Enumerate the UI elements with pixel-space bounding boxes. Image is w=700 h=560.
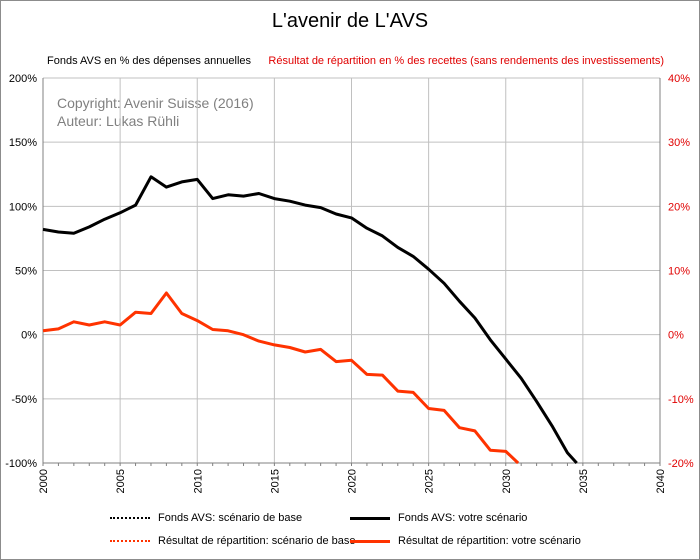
legend-swatch <box>350 539 390 543</box>
series-line-3 <box>42 291 520 465</box>
x-tick-label: 2030 <box>501 469 513 493</box>
y-tick-label-left: 50% <box>15 266 37 278</box>
x-tick-label: 2015 <box>269 469 281 493</box>
x-tick-label: 2020 <box>347 469 359 493</box>
y-tick-label-left: 200% <box>9 73 37 85</box>
author-annotation: Auteur: Lukas Rühli <box>57 113 180 129</box>
legend-label: Résultat de répartition: votre scénario <box>398 535 581 547</box>
x-tick-label: 2040 <box>655 469 667 493</box>
legend-item-repartition-base[interactable]: Résultat de répartition: scénario de bas… <box>110 535 356 547</box>
y-tick-label-left: -50% <box>11 394 37 406</box>
y-tick-label-right: 40% <box>668 73 690 85</box>
legend-item-repartition-votre[interactable]: Résultat de répartition: votre scénario <box>350 535 581 547</box>
legend-swatch <box>110 540 150 542</box>
x-tick-label: 2025 <box>424 469 436 493</box>
legend-label: Fonds AVS: scénario de base <box>158 512 303 524</box>
legend-item-fonds-base[interactable]: Fonds AVS: scénario de base <box>110 512 302 524</box>
copyright-annotation: Copyright: Avenir Suisse (2016) <box>57 95 254 111</box>
legend-label: Résultat de répartition: scénario de bas… <box>158 535 356 547</box>
legend-item-fonds-votre[interactable]: Fonds AVS: votre scénario <box>350 512 527 524</box>
x-tick-label: 2035 <box>578 469 590 493</box>
series-line-1 <box>42 175 578 465</box>
y-tick-label-right: -20% <box>668 458 694 470</box>
x-tick-label: 2000 <box>38 469 50 493</box>
legend-swatch <box>110 517 150 519</box>
legend-swatch <box>350 516 390 520</box>
y-tick-label-right: 30% <box>668 137 690 149</box>
y-tick-label-right: 20% <box>668 201 690 213</box>
y-tick-label-left: -100% <box>5 458 37 470</box>
y-tick-label-left: 100% <box>9 201 37 213</box>
y-tick-label-right: 0% <box>668 330 684 342</box>
y-tick-label-left: 0% <box>21 330 37 342</box>
x-tick-label: 2005 <box>115 469 127 493</box>
chart-title: L'avenir de L'AVS <box>271 10 429 32</box>
x-tick-label: 2010 <box>192 469 204 493</box>
legend-label: Fonds AVS: votre scénario <box>398 512 528 524</box>
y-tick-label-left: 150% <box>9 137 37 149</box>
left-axis-label: Fonds AVS en % des dépenses annuelles <box>47 55 252 67</box>
y-tick-label-right: 10% <box>668 266 690 278</box>
y-tick-label-right: -10% <box>668 394 694 406</box>
right-axis-label: Résultat de répartition en % des recette… <box>268 55 664 67</box>
